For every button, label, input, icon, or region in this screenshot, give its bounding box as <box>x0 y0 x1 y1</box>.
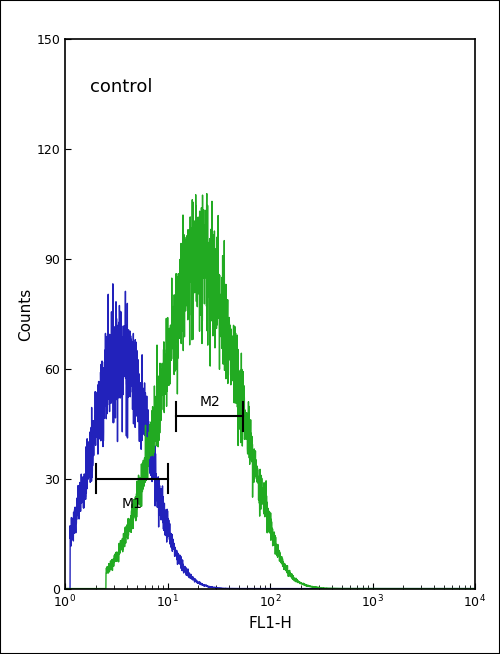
Text: M2: M2 <box>199 395 220 409</box>
Text: control: control <box>90 78 152 95</box>
Y-axis label: Counts: Counts <box>18 287 34 341</box>
X-axis label: FL1-H: FL1-H <box>248 615 292 630</box>
Text: M1: M1 <box>121 497 142 511</box>
